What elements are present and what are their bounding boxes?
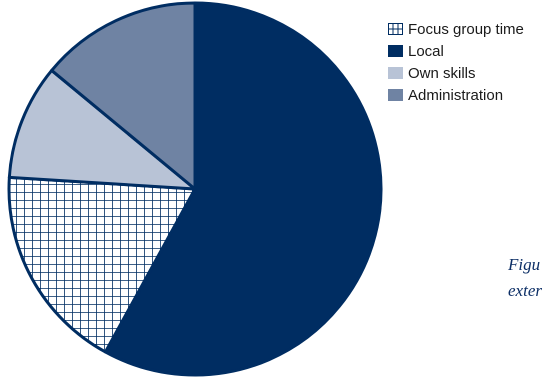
- legend-label: Own skills: [408, 64, 476, 82]
- pie-slice-own-skills: [7, 68, 197, 191]
- legend-swatch-administration: [388, 89, 403, 101]
- pie-slice-local: [103, 1, 383, 377]
- legend-swatch-local: [388, 45, 403, 57]
- legend-label: Local: [408, 42, 444, 60]
- caption-line-2: exter: [508, 281, 542, 300]
- legend-swatch-grid: [388, 23, 403, 35]
- legend-label: Focus group time: [408, 20, 524, 38]
- legend-item-administration: Administration: [388, 84, 524, 106]
- chart-legend: Focus group time Local Own skills Admini…: [388, 18, 524, 106]
- legend-item-focus-group-time: Focus group time: [388, 18, 524, 40]
- pie-slice-focus-group-time: [7, 175, 197, 354]
- legend-label: Administration: [408, 86, 504, 104]
- pie-slice-administration: [50, 1, 197, 191]
- legend-item-local: Local: [388, 40, 524, 62]
- caption-line-1: Figu: [508, 255, 541, 274]
- legend-swatch-own-skills: [388, 67, 403, 79]
- legend-item-own-skills: Own skills: [388, 62, 524, 84]
- figure-caption: Figu exter: [508, 252, 542, 304]
